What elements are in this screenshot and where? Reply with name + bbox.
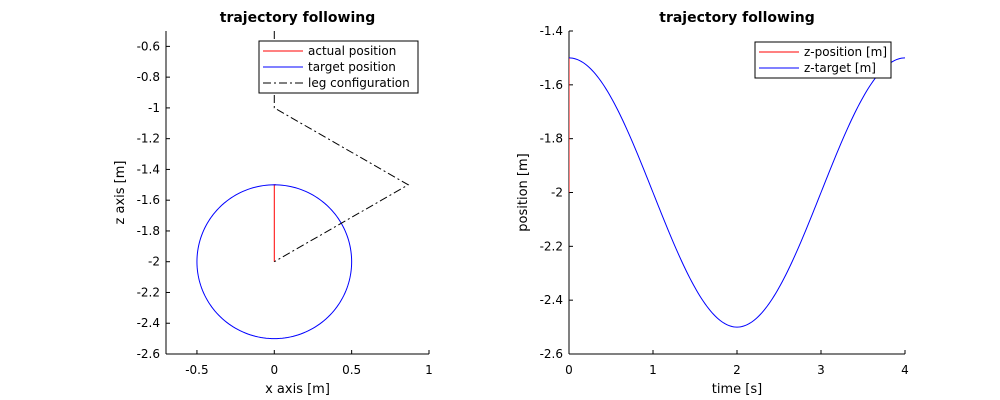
y-tick-label: -1.4 [540,24,563,38]
y-tick-label: -1.8 [540,132,563,146]
y-tick-label: -2 [551,186,563,200]
chart-title: trajectory following [220,10,376,26]
series-actual-position [273,184,276,262]
x-tick-label: 4 [901,363,909,377]
legend-label: z-target [m] [804,61,876,75]
x-tick-label: 0.5 [342,363,361,377]
chart-title: trajectory following [659,10,815,26]
y-tick-label: -2.4 [540,293,563,307]
y-tick-label: -1.2 [137,132,160,146]
chart-1: -0.5 0 0.5 1 -0.6 -0.8 -1 -1.2 -1.4 -1.6 -1.8 -2 -2.… [113,10,433,397]
y-tick-label: -0.8 [137,70,160,84]
legend-label: z-position [m] [804,45,887,59]
series-z-target-m [569,57,905,328]
x-axis-label: x axis [m] [265,382,330,397]
plot-area [569,57,905,328]
y-tick-label: -1.8 [137,224,160,238]
y-tick-label: -1.6 [137,193,160,207]
legend-label: actual position [308,44,396,58]
x-tick-label: 2 [733,363,741,377]
legend: actual position target position leg config… [258,40,419,94]
chart-2: 0 1 2 3 4 -1.4 -1.6 -1.8 -2 -2.2 -2.4 -2.6 trajector… [516,10,909,397]
x-tick-label: 0 [270,363,278,377]
y-tick-label: -1.6 [540,78,563,92]
y-tick-label: -2.2 [137,285,160,299]
legend: z-position [m] z-target [m] [754,41,892,79]
x-tick-label: 0 [565,363,573,377]
y-tick-label: -0.6 [137,39,160,53]
y-tick-label: -2 [148,255,160,269]
y-tick-label: -2.6 [137,347,160,361]
y-axis-label: z axis [m] [113,161,128,225]
y-tick-label: -1 [148,101,160,115]
y-tick-label: -1.4 [137,162,160,176]
y-tick-label: -2.6 [540,347,563,361]
legend-label: target position [308,60,396,74]
y-axis-label: position [m] [516,153,531,231]
y-tick-label: -2.4 [137,316,160,330]
x-tick-label: -0.5 [185,363,208,377]
legend-box [754,41,892,79]
x-tick-label: 1 [649,363,657,377]
x-axis-label: time [s] [712,382,762,397]
x-tick-label: 1 [425,363,433,377]
legend-label: leg configuration [308,76,410,90]
x-tick-label: 3 [817,363,825,377]
y-tick-label: -2.2 [540,239,563,253]
